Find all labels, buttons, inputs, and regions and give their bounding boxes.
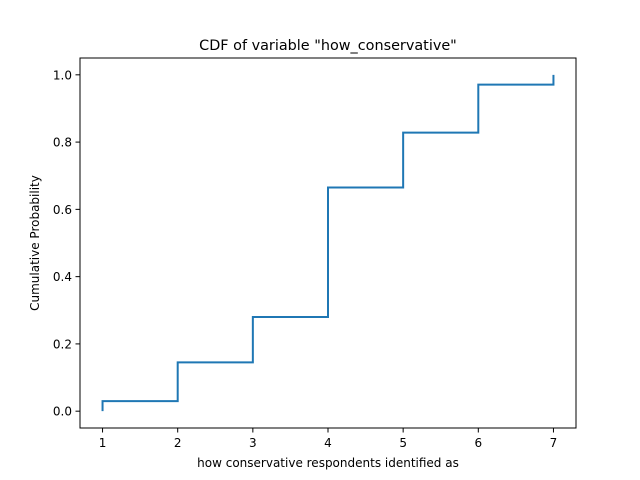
x-tick-label: 7	[550, 436, 558, 450]
x-tick-label: 2	[174, 436, 182, 450]
y-tick-label: 1.0	[53, 68, 72, 82]
x-tick-label: 5	[399, 436, 407, 450]
x-tick-label: 6	[474, 436, 482, 450]
y-tick-label: 0.6	[53, 203, 72, 217]
y-axis-ticks: 0.0 0.2 0.4 0.6 0.8 1.0	[53, 68, 80, 419]
x-tick-label: 4	[324, 436, 332, 450]
y-tick-label: 0.8	[53, 136, 72, 150]
chart-title: CDF of variable "how_conservative"	[199, 38, 457, 54]
x-axis-label: how conservative respondents identified …	[197, 456, 459, 470]
y-tick-label: 0.4	[53, 270, 72, 284]
y-axis-label: Cumulative Probability	[28, 175, 42, 311]
x-tick-label: 3	[249, 436, 257, 450]
plot-area	[101, 74, 555, 412]
x-axis-ticks: 1 2 3 4 5 6 7	[99, 428, 558, 450]
x-tick-label: 1	[99, 436, 107, 450]
cdf-series-line-0	[101, 74, 555, 412]
y-tick-label: 0.0	[53, 405, 72, 419]
y-tick-label: 0.2	[53, 337, 72, 351]
